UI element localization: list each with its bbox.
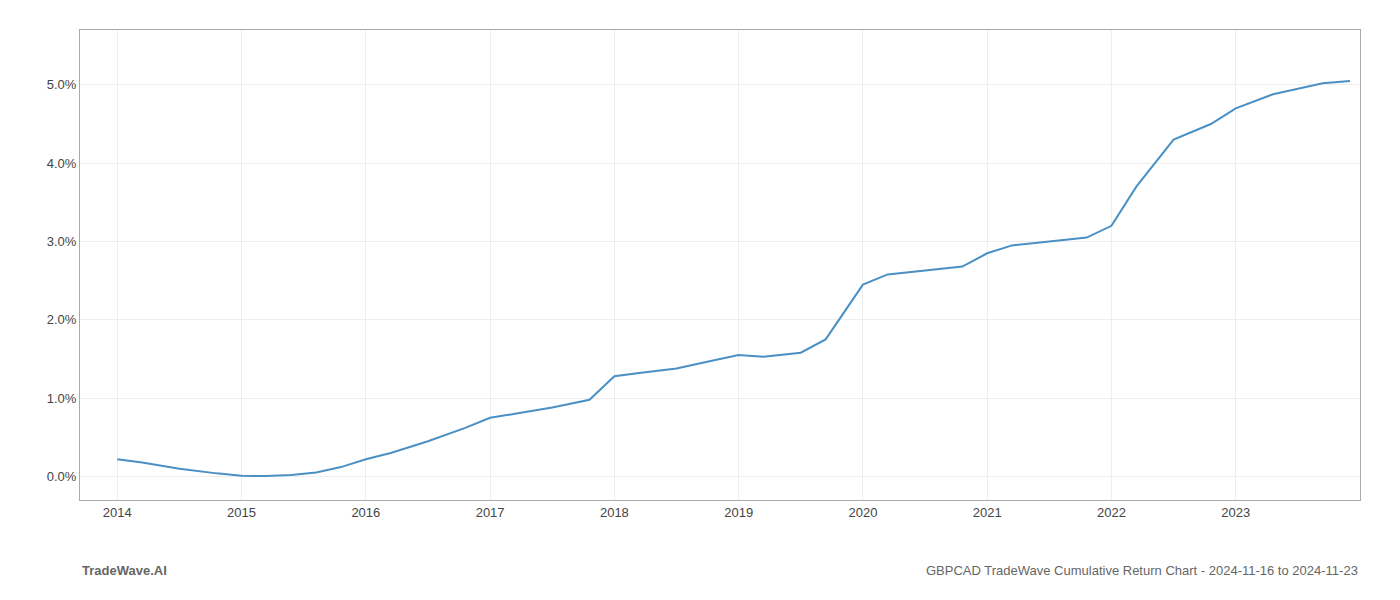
- svg-text:2021: 2021: [973, 505, 1002, 520]
- svg-text:4.0%: 4.0%: [47, 156, 77, 171]
- svg-text:1.0%: 1.0%: [47, 391, 77, 406]
- svg-text:2015: 2015: [227, 505, 256, 520]
- svg-text:2014: 2014: [103, 505, 132, 520]
- svg-text:2017: 2017: [476, 505, 505, 520]
- svg-text:2023: 2023: [1221, 505, 1250, 520]
- svg-text:2022: 2022: [1097, 505, 1126, 520]
- svg-text:2016: 2016: [351, 505, 380, 520]
- svg-text:5.0%: 5.0%: [47, 77, 77, 92]
- svg-text:2018: 2018: [600, 505, 629, 520]
- svg-text:2019: 2019: [724, 505, 753, 520]
- svg-text:2020: 2020: [848, 505, 877, 520]
- svg-text:3.0%: 3.0%: [47, 234, 77, 249]
- svg-text:GBPCAD TradeWave Cumulative Re: GBPCAD TradeWave Cumulative Return Chart…: [926, 563, 1358, 578]
- svg-text:0.0%: 0.0%: [47, 469, 77, 484]
- svg-text:2.0%: 2.0%: [47, 312, 77, 327]
- svg-text:TradeWave.AI: TradeWave.AI: [82, 563, 167, 578]
